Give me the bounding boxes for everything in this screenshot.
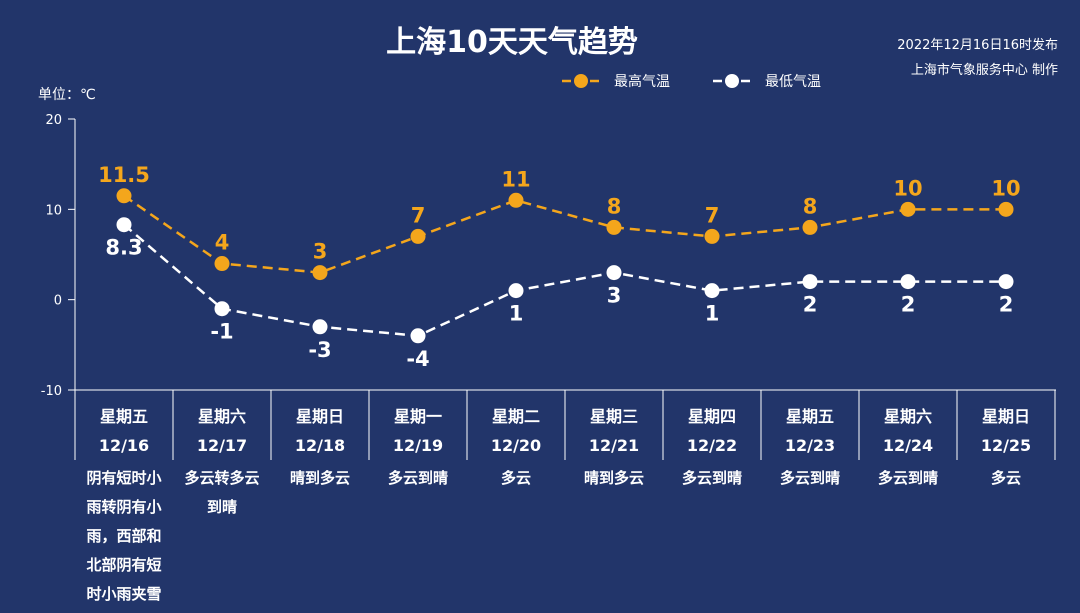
y-tick-label: 0 <box>54 294 62 309</box>
x-tick-date: 12/20 <box>491 436 541 455</box>
x-tick-date: 12/16 <box>99 436 149 455</box>
x-tick-day: 星期六 <box>884 407 932 426</box>
legend-high-label: 最高气温 <box>614 73 670 90</box>
x-tick-day: 星期五 <box>786 407 834 426</box>
x-tick-day: 星期六 <box>198 407 246 426</box>
weather-description: 多云到晴 <box>878 469 938 487</box>
x-tick-date: 12/23 <box>785 436 835 455</box>
weather-description: 多云到晴 <box>682 469 742 487</box>
weather-description: 多云 <box>991 469 1021 487</box>
high-temp-point <box>704 228 720 244</box>
low-temp-label: 1 <box>509 302 524 326</box>
high-temp-line <box>123 194 1006 274</box>
low-temp-line <box>123 223 1006 338</box>
series-points <box>116 188 1014 344</box>
low-temp-point <box>214 301 230 317</box>
high-temp-point <box>116 188 132 204</box>
high-temp-label: 11 <box>501 167 530 191</box>
low-temp-label: -4 <box>406 347 429 371</box>
x-tick-date: 12/25 <box>981 436 1031 455</box>
low-temp-label: -3 <box>308 338 331 362</box>
x-tick-day: 星期一 <box>394 407 442 426</box>
y-tick-label: -10 <box>41 384 62 399</box>
weather-description: 多云转多云 <box>184 469 259 487</box>
high-temp-point <box>508 192 524 208</box>
weather-description: 晴到多云 <box>290 469 350 487</box>
weather-description: 雨，西部和 <box>86 527 161 545</box>
y-tick-label: 20 <box>45 113 62 128</box>
high-temp-point <box>900 201 916 217</box>
legend-high-marker <box>574 74 588 88</box>
weather-description: 晴到多云 <box>584 469 644 487</box>
low-temp-point <box>508 283 524 299</box>
low-temp-point <box>410 328 426 344</box>
high-temp-point <box>606 219 622 235</box>
producer-credit: 上海市气象服务中心 制作 <box>911 62 1058 78</box>
low-temp-label: 2 <box>901 293 916 317</box>
legend-low-label: 最低气温 <box>765 74 821 90</box>
high-temp-point <box>312 265 328 281</box>
x-tick-date: 12/24 <box>883 436 933 455</box>
legend: 最高气温 最低气温 <box>562 73 821 90</box>
low-temp-label: 3 <box>607 284 622 308</box>
high-temp-label: 8 <box>803 194 818 218</box>
high-temp-label: 7 <box>705 203 720 227</box>
series-lines <box>123 194 1006 338</box>
weather-description: 时小雨夹雪 <box>86 585 161 603</box>
weather-description: 多云到晴 <box>780 469 840 487</box>
unit-label: 单位：℃ <box>38 87 96 103</box>
low-temp-point <box>606 265 622 281</box>
weather-description: 多云 <box>501 469 531 487</box>
high-temp-label: 8 <box>607 194 622 218</box>
high-temp-label: 10 <box>991 176 1020 200</box>
y-ticks: 20 10 0 -10 <box>41 113 75 399</box>
x-tick-day: 星期二 <box>492 407 540 426</box>
high-temp-label: 11.5 <box>98 163 150 187</box>
x-tick-date: 12/19 <box>393 436 443 455</box>
issued-time: 2022年12月16日16时发布 <box>897 37 1058 53</box>
high-temp-label: 10 <box>893 176 922 200</box>
x-tick-day: 星期日 <box>982 407 1030 426</box>
high-temp-point <box>998 201 1014 217</box>
legend-low-marker <box>725 74 739 88</box>
high-temp-label: 7 <box>411 203 426 227</box>
low-temp-label: 8.3 <box>105 236 142 260</box>
low-temp-point <box>900 274 916 290</box>
weather-description: 北部阴有短 <box>86 556 161 574</box>
data-labels: 11.5 4 3 7 11 8 7 8 10 10 8.3 -1 -3 -4 1 3 1 2 2 2 <box>98 163 1021 371</box>
low-temp-label: 2 <box>803 293 818 317</box>
x-tick-day: 星期五 <box>100 407 148 426</box>
high-temp-label: 3 <box>313 240 328 264</box>
low-temp-label: 2 <box>999 293 1014 317</box>
high-temp-point <box>410 228 426 244</box>
low-temp-label: -1 <box>210 320 233 344</box>
low-temp-point <box>312 319 328 335</box>
weather-description: 阴有短时小 <box>86 469 161 487</box>
x-tick-date: 12/21 <box>589 436 639 455</box>
low-temp-point <box>802 274 818 290</box>
weather-description: 雨转阴有小 <box>86 498 161 516</box>
x-tick-day: 星期三 <box>590 407 638 426</box>
x-tick-day: 星期四 <box>688 407 736 426</box>
low-temp-point <box>116 217 132 233</box>
high-temp-label: 4 <box>215 231 230 255</box>
low-temp-point <box>998 274 1014 290</box>
x-tick-date: 12/22 <box>687 436 737 455</box>
low-temp-point <box>704 283 720 299</box>
x-tick-date: 12/18 <box>295 436 345 455</box>
high-temp-point <box>802 219 818 235</box>
x-tick-day: 星期日 <box>296 407 344 426</box>
low-temp-label: 1 <box>705 302 720 326</box>
weather-description: 到晴 <box>207 498 237 516</box>
high-temp-point <box>214 256 230 272</box>
chart-title: 上海10天天气趋势 <box>386 25 638 60</box>
y-tick-label: 10 <box>45 203 62 218</box>
weather-description: 多云到晴 <box>388 469 448 487</box>
x-tick-date: 12/17 <box>197 436 247 455</box>
